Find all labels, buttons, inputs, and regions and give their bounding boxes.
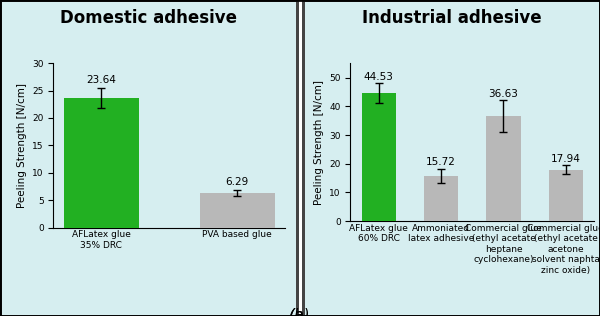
Bar bbox=[548, 170, 583, 221]
Text: 36.63: 36.63 bbox=[488, 89, 518, 99]
Y-axis label: Peeling Strength [N/cm]: Peeling Strength [N/cm] bbox=[314, 80, 324, 205]
Bar bbox=[487, 116, 521, 221]
Text: 15.72: 15.72 bbox=[426, 157, 456, 167]
Bar bbox=[362, 93, 396, 221]
Text: 44.53: 44.53 bbox=[364, 72, 394, 82]
Y-axis label: Peeling Strength [N/cm]: Peeling Strength [N/cm] bbox=[17, 83, 26, 208]
Bar bbox=[424, 176, 458, 221]
Text: 17.94: 17.94 bbox=[551, 154, 581, 164]
Bar bbox=[200, 193, 275, 228]
Text: (b): (b) bbox=[289, 307, 311, 316]
Text: 23.64: 23.64 bbox=[86, 76, 116, 85]
Text: (a): (a) bbox=[289, 307, 311, 316]
Bar bbox=[64, 98, 139, 228]
Text: 6.29: 6.29 bbox=[226, 177, 249, 187]
